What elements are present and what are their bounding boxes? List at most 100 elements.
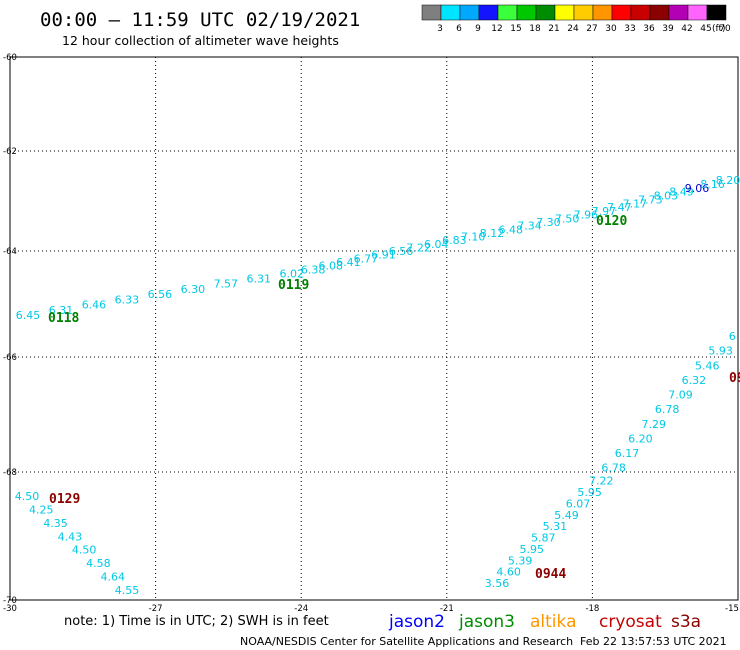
wave-height-label: 8.12 <box>480 227 505 240</box>
axis-tick-labels: -30 -27 -24 -21 -18 -15 -60 -62 -64 -66 -68 -70 <box>3 53 739 614</box>
wave-height-label: 5.87 <box>531 532 556 545</box>
wave-height-label: 7.57 <box>214 278 239 291</box>
wave-height-label: 6.56 <box>389 245 414 258</box>
color-scale-label: 39 <box>662 24 674 34</box>
wave-height-label: 6.08 <box>319 260 344 273</box>
color-scale-label: 18 <box>529 24 541 34</box>
wave-height-label: 6.56 <box>148 288 173 301</box>
x-tick-label: -15 <box>725 604 739 614</box>
wave-height-label: 8.16 <box>700 178 725 191</box>
wave-height-label: 4.64 <box>100 571 125 584</box>
wave-height-label: 5.93 <box>708 345 733 358</box>
color-scale-label: 42 <box>681 24 692 34</box>
x-tick-label: -27 <box>149 604 163 614</box>
color-swatch <box>478 4 499 21</box>
x-tick-label: -30 <box>3 604 17 614</box>
wave-height-label: 4.60 <box>496 566 521 579</box>
y-tick-label: -70 <box>3 596 17 606</box>
wave-height-label: 5.95 <box>519 543 544 556</box>
color-swatch <box>459 4 480 21</box>
wave-height-label: 6.78 <box>655 403 680 416</box>
color-scale-legend: 3 6 9 12 15 18 21 24 27 30 33 36 39 42 45 70 <box>421 4 731 34</box>
satellite-jason3: jason3 <box>458 612 515 632</box>
pass-time-label: 0944 <box>535 567 566 582</box>
wave-height-label: 7.34 <box>517 220 542 233</box>
color-swatch <box>687 4 708 21</box>
wave-height-label: 6.91 <box>371 249 396 262</box>
chart-title: 00:00 — 11:59 UTC 02/19/2021 <box>40 9 360 31</box>
color-swatch <box>592 4 613 21</box>
wave-height-label: 6.78 <box>601 462 626 475</box>
color-scale-unit: (ft) <box>712 24 726 34</box>
satellite-legend: jason2 jason3 altika cryosat s3a <box>388 612 701 632</box>
y-tick-label: -60 <box>3 53 17 63</box>
plot-frame <box>9 56 739 601</box>
color-swatch <box>554 4 575 21</box>
track-track-c: 3.564.605.395.955.875.315.496.075.957.22… <box>485 330 740 590</box>
wave-height-label: 5.31 <box>543 520 568 533</box>
color-swatch <box>649 4 670 21</box>
wave-height-label: 4.25 <box>29 503 54 516</box>
wave-height-label: 7.30 <box>536 216 561 229</box>
color-swatch <box>497 4 518 21</box>
wave-height-label: 6.32 <box>682 374 707 387</box>
color-swatch <box>535 4 556 21</box>
color-swatch <box>440 4 461 21</box>
color-scale-label: 30 <box>605 24 617 34</box>
wave-height-label: 5.46 <box>695 359 720 372</box>
wave-height-label: 7.17 <box>623 197 648 210</box>
wave-height-label: 6. <box>729 330 740 343</box>
wave-height-label: 9.06 <box>685 182 710 195</box>
wave-height-label: 6.31 <box>247 273 272 286</box>
color-scale-label: 6 <box>456 24 462 34</box>
wave-height-label: 7.73 <box>638 193 663 206</box>
color-scale-label: 33 <box>624 24 635 34</box>
wave-height-label: 6.38 <box>301 263 326 276</box>
wave-height-label: 4.58 <box>86 557 111 570</box>
color-scale-label: 21 <box>548 24 559 34</box>
x-tick-label: -21 <box>440 604 454 614</box>
wave-height-label: 6.04 <box>424 238 449 251</box>
color-swatch <box>573 4 594 21</box>
wave-height-label: 6.20 <box>628 432 653 445</box>
wave-height-label: 7.09 <box>668 389 693 402</box>
wave-height-label: 7.97 <box>592 205 617 218</box>
plot-grid <box>9 56 739 601</box>
color-scale-label: 15 <box>510 24 521 34</box>
wave-height-label: 6.30 <box>181 283 206 296</box>
wave-height-label: 7.50 <box>555 212 580 225</box>
color-scale-label: 45 <box>700 24 711 34</box>
color-swatch <box>611 4 632 21</box>
wave-height-label: 8.49 <box>669 186 694 199</box>
footer-credit: NOAA/NESDIS Center for Satellite Applica… <box>240 635 573 648</box>
wave-height-label: 6.02 <box>280 267 305 280</box>
color-scale-label: 24 <box>567 24 579 34</box>
color-scale-label: 36 <box>643 24 655 34</box>
wave-height-label: 3.56 <box>485 577 510 590</box>
color-swatch <box>706 4 727 21</box>
x-tick-label: -18 <box>585 604 599 614</box>
wave-height-label: 6.17 <box>615 447 640 460</box>
color-scale-label: 9 <box>475 24 481 34</box>
color-scale-label: 3 <box>437 24 443 34</box>
color-scale-label: 27 <box>586 24 597 34</box>
y-tick-label: -62 <box>3 147 17 157</box>
color-swatch <box>630 4 651 21</box>
wave-height-label: 5.49 <box>554 509 579 522</box>
pass-time-label: 0118 <box>48 311 79 326</box>
wave-height-label: 6.46 <box>82 299 107 312</box>
wave-height-label: 6.83 <box>442 234 467 247</box>
wave-height-label: 4.43 <box>58 530 83 543</box>
wave-height-label: 6.07 <box>566 497 591 510</box>
wave-height-label: 4.50 <box>15 490 40 503</box>
satellite-s3a: s3a <box>671 612 701 632</box>
wave-height-label: 6.48 <box>499 223 524 236</box>
wave-height-label: 4.35 <box>43 517 68 530</box>
wave-height-label: 8.20 <box>716 174 740 187</box>
satellite-altika: altika <box>530 612 577 632</box>
pass-time-label: 0120 <box>596 214 627 229</box>
color-scale-label: 70 <box>719 24 731 34</box>
satellite-cryosat: cryosat <box>599 612 662 632</box>
wave-height-label: 6.41 <box>336 256 361 269</box>
